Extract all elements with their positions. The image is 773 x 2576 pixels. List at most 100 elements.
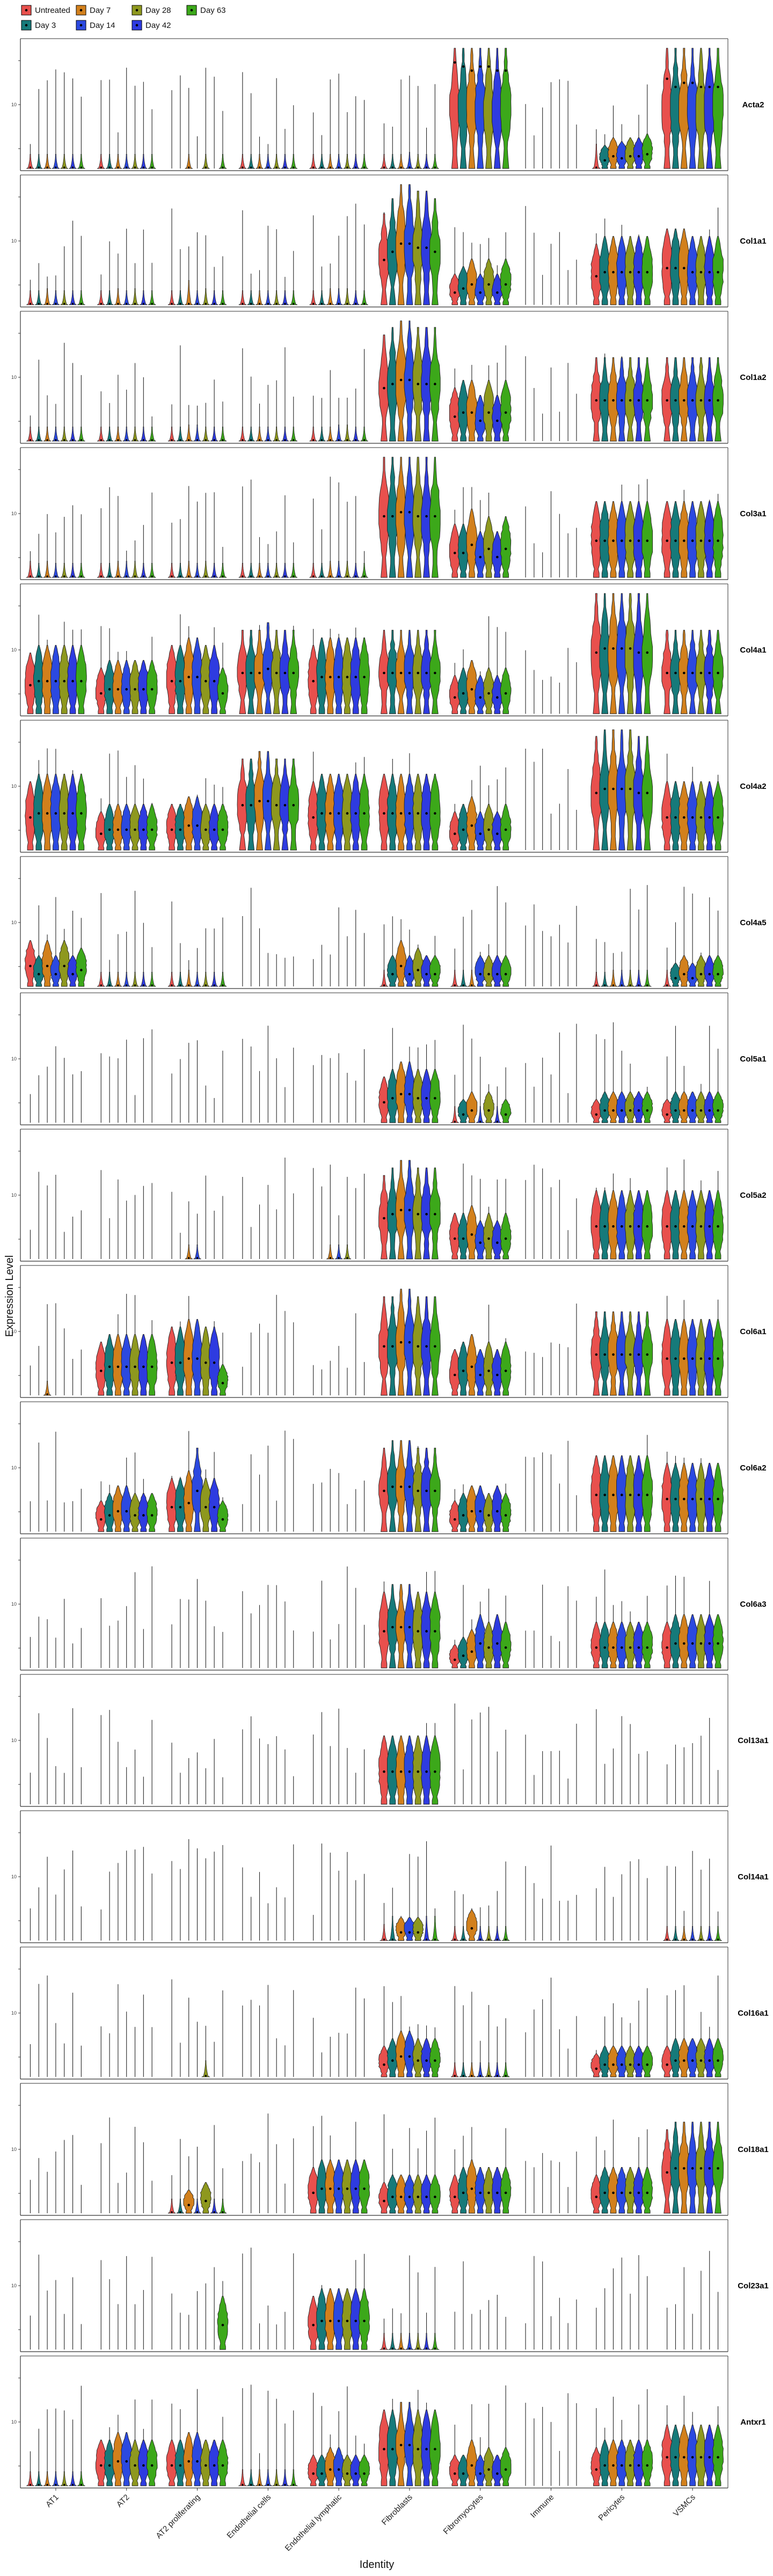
violin [405, 152, 414, 169]
median-dot [603, 647, 606, 650]
median-dot [603, 1225, 606, 1228]
median-dot [142, 984, 145, 986]
violin [238, 563, 247, 578]
median-dot [196, 575, 199, 577]
median-dot [621, 787, 623, 791]
median-dot [408, 2443, 411, 2447]
legend-label: Day 42 [145, 21, 171, 30]
median-dot [646, 651, 649, 654]
violin [254, 2469, 265, 2486]
median-dot [470, 69, 473, 72]
median-dot [399, 1770, 403, 1773]
legend-label: Day 3 [35, 21, 56, 30]
median-dot [682, 267, 686, 269]
median-dot [504, 1514, 507, 1517]
median-dot [453, 291, 456, 294]
violin [52, 2471, 60, 2486]
violin [712, 236, 724, 305]
category-group [378, 1986, 441, 2077]
median-dot [646, 984, 648, 986]
median-dot [612, 787, 615, 791]
median-dot [250, 439, 252, 441]
median-dot [292, 671, 295, 675]
category-group [379, 2255, 440, 2350]
category-group [309, 477, 368, 578]
violin [404, 457, 415, 578]
median-dot [71, 575, 74, 577]
median-dot [709, 1938, 711, 1941]
category-group [242, 888, 294, 986]
category-group [525, 491, 577, 577]
median-dot [487, 2075, 490, 2077]
category-group [596, 1709, 648, 1804]
median-dot [487, 1237, 490, 1240]
violin [641, 1455, 653, 1532]
violin [281, 290, 289, 305]
category-group [590, 2119, 653, 2214]
median-dot [691, 1225, 694, 1228]
median-dot [399, 511, 403, 514]
median-dot [434, 1213, 436, 1216]
violin [500, 1213, 512, 1260]
median-dot [666, 77, 668, 80]
violin [458, 970, 468, 987]
median-dot [479, 65, 482, 68]
median-dot [213, 439, 215, 441]
median-dot [196, 676, 199, 678]
median-dot [682, 539, 686, 542]
violin [130, 561, 140, 578]
category-group [242, 1430, 294, 1532]
category-group [313, 1313, 365, 1395]
violin [429, 1069, 441, 1123]
median-dot [383, 2199, 385, 2202]
median-dot [80, 439, 83, 441]
median-dot [46, 812, 49, 815]
median-dot [196, 1357, 199, 1360]
panel-col1a1: 10 Col1a1 [11, 174, 767, 308]
violin [466, 796, 478, 851]
category-group [661, 1575, 724, 1668]
median-dot [417, 2347, 419, 2350]
category-group [590, 1173, 653, 1260]
median-dot [674, 399, 677, 402]
median-dot [646, 270, 649, 274]
median-dot [187, 303, 190, 305]
violin [334, 561, 344, 578]
median-dot [108, 303, 111, 305]
median-dot [150, 1514, 154, 1517]
median-dot [213, 2211, 215, 2213]
median-dot [496, 1373, 499, 1377]
median-dot [595, 651, 598, 654]
legend-swatch-dot [79, 24, 83, 27]
median-dot [699, 1109, 703, 1112]
median-dot [46, 964, 49, 968]
median-dot [267, 575, 269, 577]
violin [475, 48, 486, 169]
violin [359, 637, 370, 714]
violin [272, 290, 281, 305]
median-dot [399, 964, 403, 968]
median-dot [717, 2167, 719, 2170]
category-group [25, 748, 87, 851]
median-dot [621, 399, 623, 402]
median-dot [496, 2472, 499, 2475]
median-dot [434, 515, 436, 518]
median-dot [63, 964, 66, 968]
median-dot [487, 1514, 490, 1517]
category-group [167, 901, 227, 987]
legend-label: Day 7 [90, 6, 111, 15]
category-group [242, 1294, 294, 1395]
category-group [661, 1159, 724, 1260]
median-dot [462, 1514, 465, 1517]
violin [641, 2440, 653, 2486]
median-dot [108, 575, 111, 577]
median-dot [487, 411, 490, 414]
median-dot [170, 679, 173, 683]
median-dot [646, 2063, 649, 2066]
violin [218, 2199, 227, 2214]
category-group [97, 68, 156, 169]
category-group [590, 1988, 653, 2077]
median-dot [134, 439, 136, 441]
violin [500, 1622, 512, 1668]
median-dot [54, 972, 57, 976]
